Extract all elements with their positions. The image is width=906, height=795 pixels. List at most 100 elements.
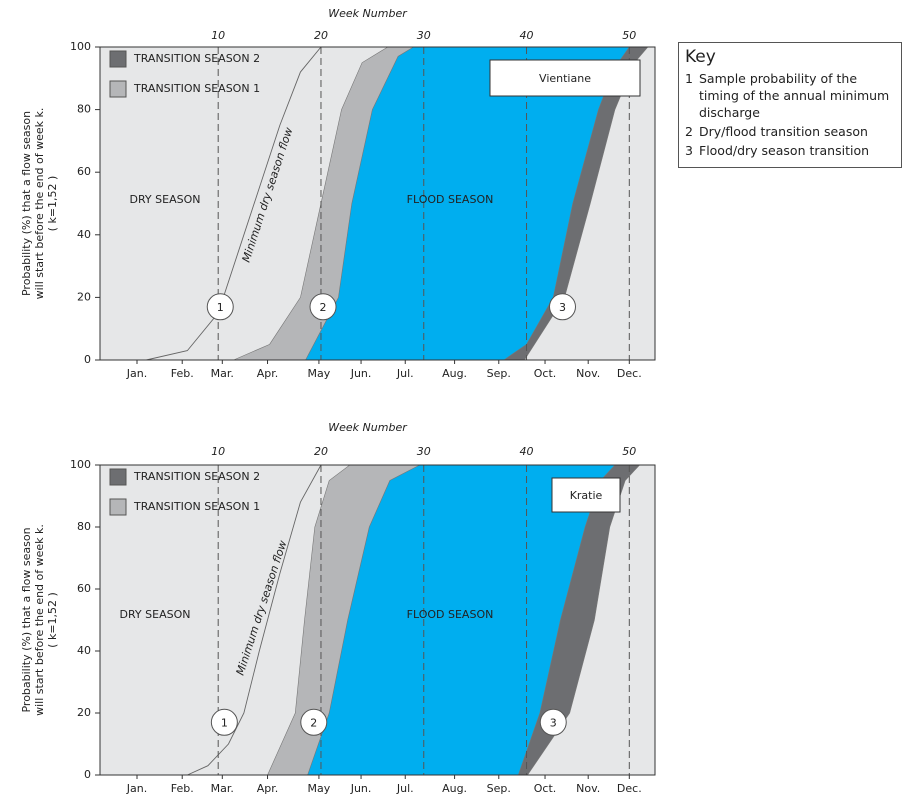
y-axis-label-line: Probability (%) that a flow season [20, 527, 33, 712]
y-axis-label-line: will start before the end of week k. [33, 108, 46, 300]
x-tick-label: Jun. [350, 782, 372, 795]
annotation-circle [539, 708, 567, 736]
y-tick-label: 40 [77, 228, 91, 241]
x-tick-label: Sep. [487, 367, 511, 380]
x2-axis-label: Week Number [328, 7, 408, 20]
key-title: Key [685, 47, 716, 67]
plot-frame [99, 46, 656, 361]
x2-tick-label: 10 [211, 445, 225, 458]
legend-swatch [109, 498, 127, 516]
y-tick-label: 100 [70, 458, 91, 471]
region-label: FLOOD SEASON [407, 608, 494, 621]
key: Key 1 Sample probability of the timing of… [678, 42, 902, 168]
annotation-circle [300, 708, 328, 736]
key-text: Dry/flood transition season [699, 124, 868, 139]
x2-tick-label: 50 [622, 29, 636, 42]
min-flow-line [187, 464, 322, 776]
annotation-label: 1 [217, 301, 224, 314]
y-axis-label: Probability (%) that a flow seasonwill s… [20, 108, 59, 300]
panel-name-box [551, 477, 621, 513]
y-tick-label: 100 [70, 40, 91, 53]
legend-swatch [109, 50, 127, 68]
y-axis-label-line: Probability (%) that a flow season [20, 111, 33, 296]
x-tick-label: Sep. [487, 782, 511, 795]
legend-label: TRANSITION SEASON 1 [133, 500, 260, 513]
annotation-label: 2 [320, 301, 327, 314]
y-tick-label: 0 [84, 768, 91, 781]
x2-tick-label: 20 [314, 29, 328, 42]
y-tick-label: 20 [77, 290, 91, 303]
y-tick-label: 80 [77, 520, 91, 533]
y-axis-label: Probability (%) that a flow seasonwill s… [20, 524, 59, 716]
region-label: DRY SEASON [130, 193, 201, 206]
x-tick-label: Jan. [126, 367, 147, 380]
x2-tick-label: 40 [520, 29, 534, 42]
x-tick-label: Apr. [257, 367, 279, 380]
annotation-circle [210, 708, 238, 736]
x2-tick-label: 40 [520, 445, 534, 458]
region-label: DRY SEASON [120, 608, 191, 621]
x-tick-label: Jan. [126, 782, 147, 795]
x-tick-label: Mar. [211, 782, 234, 795]
x2-tick-label: 20 [314, 445, 328, 458]
x-tick-label: May [308, 367, 331, 380]
y-axis-label-line: ( k=1,52 ) [46, 176, 59, 232]
key-item: 1 Sample probability of the timing of the… [685, 70, 895, 121]
x2-tick-label: 10 [211, 29, 225, 42]
y-tick-label: 80 [77, 103, 91, 116]
legend-swatch [109, 468, 127, 486]
legend-label: TRANSITION SEASON 2 [133, 470, 260, 483]
x2-tick-label: 30 [417, 29, 431, 42]
x-tick-label: Nov. [576, 782, 600, 795]
panel-name: Vientiane [539, 72, 591, 85]
x-tick-label: Oct. [534, 782, 557, 795]
y-tick-label: 60 [77, 582, 91, 595]
x-tick-label: Jul. [396, 782, 414, 795]
x-tick-label: Apr. [257, 782, 279, 795]
key-number: 3 [685, 143, 693, 158]
panel-name-box [489, 59, 641, 97]
annotation-label: 2 [310, 716, 317, 729]
x-tick-label: Dec. [617, 367, 642, 380]
key-item: 2 Dry/flood transition season [685, 123, 895, 140]
x2-tick-label: 50 [622, 445, 636, 458]
y-axis-label-line: ( k=1,52 ) [46, 592, 59, 648]
annotation-circle [206, 293, 234, 321]
key-number: 1 [685, 71, 693, 86]
x-tick-label: Oct. [534, 367, 557, 380]
y-tick-label: 60 [77, 165, 91, 178]
legend-label: TRANSITION SEASON 1 [133, 82, 260, 95]
key-text: Sample probability of the timing of the … [699, 71, 890, 120]
x-tick-label: Nov. [576, 367, 600, 380]
annotation-label: 3 [559, 301, 566, 314]
x2-tick-label: 30 [417, 445, 431, 458]
legend-swatch [109, 80, 127, 98]
y-tick-label: 40 [77, 644, 91, 657]
y-axis-label-line: will start before the end of week k. [33, 524, 46, 716]
key-text: Flood/dry season transition [699, 143, 870, 158]
key-item: 3 Flood/dry season transition [685, 142, 895, 159]
x2-axis-label: Week Number [328, 421, 408, 434]
x-tick-label: Jul. [396, 367, 414, 380]
annotation-circle [549, 293, 576, 321]
min-flow-line [146, 46, 322, 361]
annotation-circle [309, 293, 337, 321]
x-tick-label: Aug. [442, 782, 467, 795]
x-tick-label: Feb. [171, 782, 194, 795]
legend-label: TRANSITION SEASON 2 [133, 52, 260, 65]
y-tick-label: 20 [77, 706, 91, 719]
x-tick-label: Aug. [442, 367, 467, 380]
x-tick-label: Mar. [211, 367, 234, 380]
y-tick-label: 0 [84, 353, 91, 366]
key-number: 2 [685, 124, 693, 139]
annotation-label: 3 [550, 716, 557, 729]
x-tick-label: Jun. [350, 367, 372, 380]
panel-name: Kratie [570, 489, 603, 502]
x-tick-label: Feb. [171, 367, 194, 380]
x-tick-label: May [308, 782, 331, 795]
plot-frame [99, 464, 656, 776]
annotation-label: 1 [221, 716, 228, 729]
x-tick-label: Dec. [617, 782, 642, 795]
